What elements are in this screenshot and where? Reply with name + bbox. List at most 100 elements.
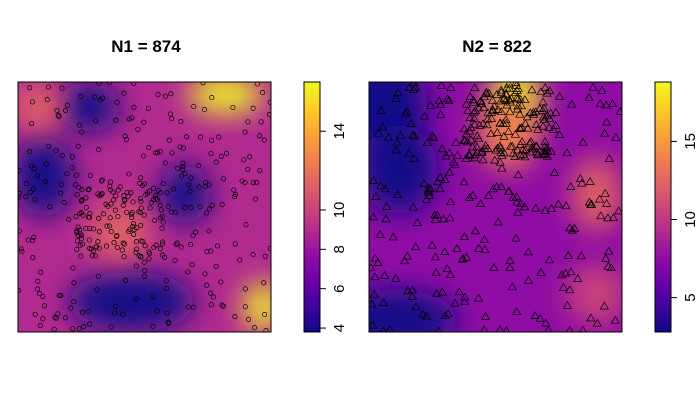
point-marker [56, 293, 62, 299]
point-marker [71, 280, 77, 286]
point-marker [163, 278, 169, 284]
point-marker [254, 82, 260, 87]
point-marker [586, 199, 597, 208]
point-marker [122, 133, 128, 139]
point-marker [429, 133, 439, 141]
point-marker [383, 132, 394, 141]
point-marker [133, 296, 139, 302]
point-marker [594, 194, 605, 203]
point-marker [112, 303, 119, 309]
point-marker [476, 148, 487, 156]
point-marker [407, 291, 417, 300]
point-marker [47, 204, 53, 210]
point-marker [239, 178, 245, 184]
point-marker [74, 192, 80, 198]
point-marker [523, 247, 533, 256]
point-marker [566, 267, 576, 276]
point-marker [511, 82, 522, 89]
point-marker [138, 198, 144, 205]
point-marker [578, 137, 588, 146]
point-marker [108, 187, 114, 193]
point-marker [369, 212, 378, 221]
point-marker [232, 314, 238, 320]
point-marker [463, 106, 473, 114]
point-marker [131, 104, 137, 110]
point-marker [478, 155, 488, 164]
point-marker [518, 145, 528, 153]
point-marker [168, 91, 174, 97]
point-marker [562, 148, 572, 157]
point-marker [178, 119, 184, 125]
point-marker [125, 193, 131, 199]
point-marker [466, 123, 476, 131]
colorbar-frame [654, 81, 672, 333]
point-marker [79, 241, 86, 247]
point-marker [525, 147, 535, 156]
point-marker [150, 185, 156, 191]
point-marker [423, 183, 434, 192]
point-marker [480, 141, 491, 149]
point-marker [369, 289, 379, 298]
colorbar-gradient [655, 82, 671, 332]
point-marker [512, 104, 523, 113]
point-marker [484, 88, 494, 97]
point-marker [380, 270, 390, 279]
point-marker [188, 175, 194, 181]
point-marker [551, 107, 561, 116]
point-marker [411, 302, 421, 311]
colorbar-frame [303, 81, 321, 333]
heatmap-frame [368, 81, 623, 333]
point-marker [126, 171, 132, 177]
point-marker [440, 311, 450, 320]
point-marker [408, 130, 418, 139]
point-marker [465, 150, 475, 159]
point-marker [502, 100, 512, 109]
point-marker [439, 247, 450, 255]
point-marker [454, 287, 464, 296]
point-marker [31, 234, 37, 240]
point-marker [450, 298, 460, 307]
point-marker [515, 109, 525, 118]
point-marker [257, 167, 263, 173]
point-marker [202, 271, 208, 277]
point-marker [77, 122, 83, 128]
point-marker [515, 140, 526, 148]
point-marker [437, 144, 447, 153]
point-marker [460, 292, 470, 301]
point-marker [540, 149, 551, 157]
point-marker [89, 253, 95, 259]
point-marker [263, 328, 269, 332]
point-marker [504, 95, 515, 104]
point-marker [18, 168, 22, 174]
point-layer [369, 82, 622, 332]
point-marker [418, 309, 428, 318]
point-marker [184, 134, 190, 140]
colorbar-tick-label: 6 [331, 285, 348, 293]
point-marker [73, 214, 79, 220]
point-marker [114, 244, 120, 250]
point-marker [513, 94, 523, 103]
point-marker [267, 99, 271, 105]
point-marker [558, 282, 569, 291]
point-marker [204, 249, 210, 255]
point-marker [218, 279, 224, 285]
point-marker [554, 91, 565, 100]
point-marker [87, 172, 93, 178]
point-marker [197, 134, 204, 140]
point-marker [74, 172, 80, 178]
point-marker [37, 322, 43, 328]
point-marker [218, 153, 224, 159]
point-marker [376, 106, 387, 115]
point-marker [501, 95, 511, 104]
point-marker [131, 231, 137, 237]
colorbar-tick-label: 10 [331, 202, 348, 219]
point-marker [34, 173, 41, 179]
point-marker [138, 175, 144, 181]
point-marker [496, 147, 506, 156]
point-marker [70, 265, 76, 271]
point-marker [40, 316, 46, 322]
point-marker [419, 179, 429, 187]
point-marker [27, 189, 33, 195]
point-marker [470, 226, 481, 235]
point-marker [540, 137, 550, 145]
